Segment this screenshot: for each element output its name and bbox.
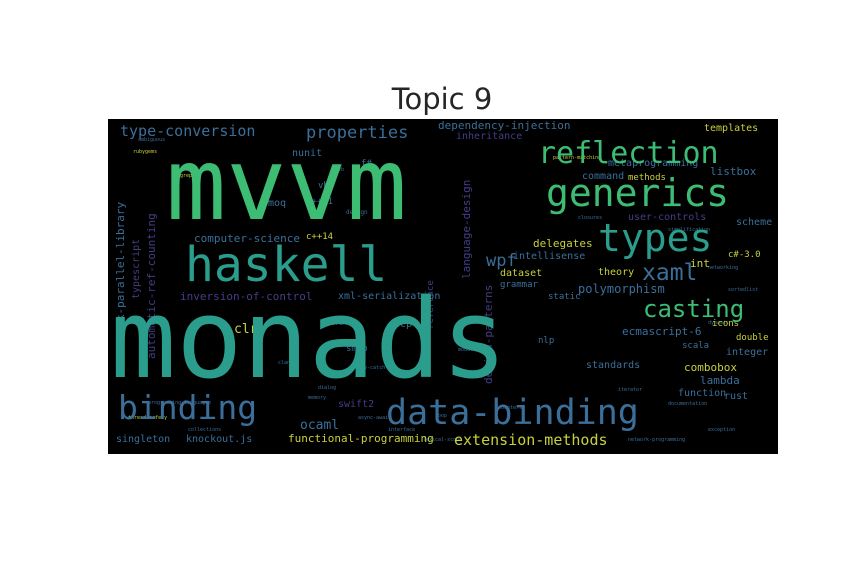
- svg-text:interface: interface: [388, 427, 415, 433]
- svg-text:pointers: pointers: [498, 405, 522, 411]
- svg-text:module: module: [458, 347, 476, 353]
- word-haskell: haskell: [185, 237, 387, 293]
- word-automatic-ref-counting: automatic-ref-counting: [145, 213, 158, 359]
- word-ocaml: ocaml: [300, 418, 339, 433]
- svg-text:try-catch: try-catch: [358, 365, 385, 371]
- word-c-14: c++14: [306, 232, 333, 242]
- word-smtp: smtp: [346, 344, 368, 354]
- word-dependency-injection: dependency-injection: [438, 119, 570, 132]
- word-polymorphism: polymorphism: [578, 282, 665, 296]
- svg-text:async-await: async-await: [358, 415, 391, 421]
- svg-text:simplification: simplification: [668, 227, 710, 233]
- svg-text:closures: closures: [578, 215, 602, 221]
- svg-text:collections: collections: [188, 427, 221, 433]
- word-swift: swift: [326, 317, 356, 328]
- word-dataset: dataset: [500, 268, 542, 279]
- chart-title: Topic 9: [391, 82, 493, 116]
- small-words: ambiguous rubygems grep vb pattern-match…: [128, 137, 758, 443]
- word-typescript: typescript: [131, 239, 142, 299]
- word-task-parallel-library: task-parallel-library: [114, 202, 127, 341]
- word-int: int: [690, 257, 710, 270]
- word-grammar: grammar: [500, 280, 539, 290]
- svg-text:thread-safety: thread-safety: [128, 415, 167, 421]
- word-user-controls: user-controls: [628, 212, 706, 223]
- word-templates: templates: [704, 123, 758, 134]
- word-mvvm: mvvm: [166, 126, 407, 243]
- word-c-3-0: c#-3.0: [728, 250, 761, 260]
- word-monads: monads: [110, 275, 507, 403]
- word-cloud: ambiguous rubygems grep vb pattern-match…: [108, 119, 778, 454]
- word-standards: standards: [586, 360, 640, 371]
- word-computer-science: computer-science: [194, 232, 300, 245]
- word-design: design: [346, 209, 368, 216]
- word-swift2: swift2: [338, 399, 374, 410]
- word-data-binding: data-binding: [386, 393, 639, 433]
- word-xaml: xaml: [642, 260, 697, 286]
- word-c-11: c++11: [306, 197, 333, 207]
- word-lambda: lambda: [700, 374, 740, 387]
- word-methods: methods: [628, 173, 666, 183]
- word-reference: reference: [426, 280, 436, 329]
- word-double: double: [736, 333, 769, 343]
- word-intellisense: intellisense: [513, 251, 585, 262]
- word-extension-methods: extension-methods: [454, 431, 608, 449]
- word-functional-programming: functional-programming: [288, 432, 434, 445]
- word-nlp: nlp: [538, 336, 554, 346]
- word-language-design: language-design: [460, 180, 473, 279]
- word-listbox: listbox: [710, 165, 757, 178]
- word-theory: theory: [598, 267, 634, 278]
- svg-text:vb: vb: [338, 167, 344, 173]
- word-moq: moq: [268, 198, 286, 209]
- word-command: command: [582, 171, 624, 182]
- svg-text:dialog: dialog: [318, 385, 336, 391]
- word-type-conversion: type-conversion: [120, 122, 255, 140]
- word-singleton: singleton: [116, 434, 170, 445]
- svg-text:exception: exception: [708, 427, 735, 433]
- word-properties: properties: [306, 123, 408, 143]
- svg-text:documentation: documentation: [668, 401, 707, 407]
- word-casting: casting: [643, 295, 744, 323]
- word-scheme: scheme: [736, 217, 772, 228]
- word-function: function: [678, 388, 726, 399]
- svg-text:programming-languages: programming-languages: [148, 400, 211, 406]
- word-icons: icons: [712, 319, 739, 329]
- svg-text:grep: grep: [180, 173, 192, 179]
- word-tcp: tcp: [394, 319, 412, 330]
- svg-text:iterator: iterator: [618, 387, 642, 393]
- word-static: static: [548, 292, 581, 302]
- word-cloud-canvas: ambiguous rubygems grep vb pattern-match…: [108, 119, 778, 454]
- word-types: types: [598, 216, 712, 260]
- word-design-patterns: design-patterns: [482, 285, 495, 384]
- word-clr: clr: [234, 322, 258, 337]
- word-knockout-js: knockout.js: [186, 434, 252, 445]
- word-binding: binding: [118, 388, 257, 427]
- word-integer: integer: [726, 347, 768, 358]
- svg-text:network-programming: network-programming: [628, 437, 685, 443]
- svg-text:rubygems: rubygems: [133, 149, 157, 155]
- word-scala: scala: [682, 341, 709, 351]
- word-delegates: delegates: [533, 237, 593, 250]
- svg-text:sortedlist: sortedlist: [728, 287, 758, 293]
- svg-text:oop: oop: [438, 413, 447, 419]
- word-vb6: vb6: [318, 181, 334, 191]
- word-f-sharp: f#: [361, 159, 372, 169]
- word-inheritance: inheritance: [456, 131, 522, 142]
- word-inversion-of-control: inversion-of-control: [180, 290, 312, 303]
- word-reflection: reflection: [538, 136, 719, 171]
- word-rust: rust: [724, 391, 748, 402]
- word-metaprogramming: metaprogramming: [608, 158, 698, 169]
- word-ecmascript-6: ecmascript-6: [622, 325, 701, 338]
- word-generics: generics: [546, 171, 729, 215]
- svg-text:lexical-scope: lexical-scope: [423, 437, 462, 443]
- svg-text:clang: clang: [278, 360, 293, 366]
- svg-text:ambiguous: ambiguous: [138, 137, 165, 143]
- svg-text:pattern-matching: pattern-matching: [553, 155, 601, 161]
- word-wpf: wpf: [486, 251, 517, 271]
- word-xml-serialization: xml-serialization: [338, 291, 440, 302]
- svg-text:dynamic: dynamic: [708, 320, 729, 326]
- word-nunit: nunit: [292, 148, 322, 159]
- svg-text:networking: networking: [708, 265, 738, 271]
- word-combobox: combobox: [684, 361, 737, 374]
- svg-text:memory: memory: [308, 395, 326, 401]
